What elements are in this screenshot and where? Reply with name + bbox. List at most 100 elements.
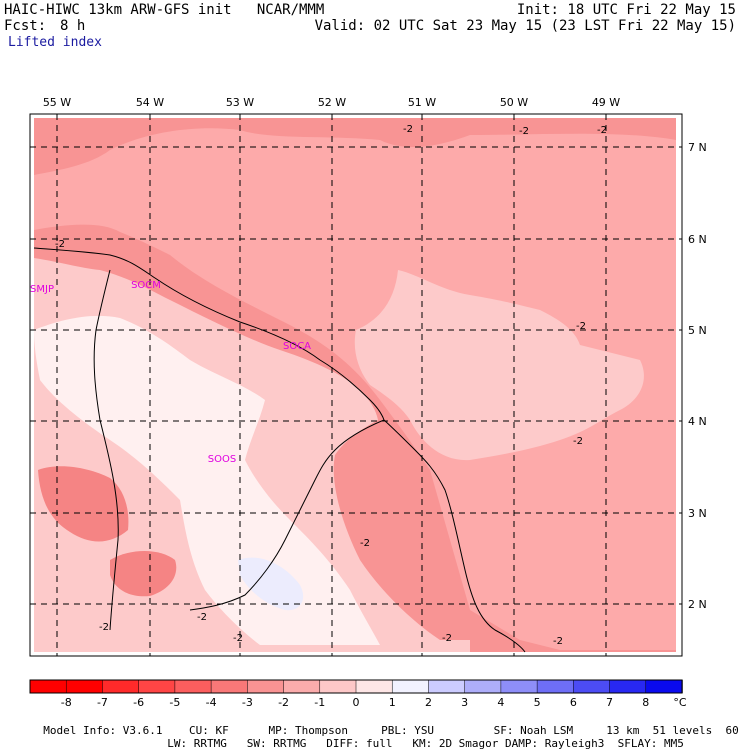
contour-label: -2	[360, 538, 370, 549]
colorbar-tick-label: 2	[425, 696, 432, 709]
station-label: SOCM	[131, 280, 161, 291]
contour-label: -2	[553, 636, 563, 647]
colorbar-cell	[174, 679, 212, 694]
colorbar-cell	[573, 679, 611, 694]
lat-label: 5 N	[688, 324, 707, 337]
model-info-item: 13 km	[606, 724, 640, 737]
contour-label: -2	[197, 612, 207, 623]
lat-label: 4 N	[688, 415, 707, 428]
colorbar-unit: °C	[673, 696, 687, 709]
model-info-item: Model Info: V3.6.1	[43, 724, 163, 737]
colorbar: -8 -7 -6 -5 -4 -3 -2 -1 0 1 2 3 4 5 6 7 8 °C	[0, 676, 740, 712]
colorbar-cell	[428, 679, 466, 694]
colorbar-tick-label: -7	[97, 696, 108, 709]
model-info-item: PBL: YSU	[381, 724, 435, 737]
colorbar-tick-label: 1	[389, 696, 396, 709]
colorbar-cell	[319, 679, 357, 694]
colorbar-tick-label: 5	[534, 696, 541, 709]
contour-labels: -2 -2 -2 -2 -2 -2 -2 -2 -2 -2 -2 -2	[55, 124, 607, 647]
contour-label: -2	[233, 633, 243, 644]
contour-label: -2	[597, 125, 607, 136]
colorbar-cell	[247, 679, 285, 694]
lon-label: 52 W	[318, 96, 346, 109]
lat-label: 7 N	[688, 141, 707, 154]
lat-label: 3 N	[688, 507, 707, 520]
model-info-item: DAMP: Rayleigh3	[505, 737, 605, 750]
contour-label: -2	[55, 239, 65, 250]
contour-label: -2	[442, 633, 452, 644]
model-info-item: 51 levels	[652, 724, 713, 737]
model-info-line2: LW: RRTMG SW: RRTMG DIFF: full KM: 2D Sm…	[154, 724, 684, 750]
lon-label: 49 W	[592, 96, 620, 109]
lon-label: 50 W	[500, 96, 528, 109]
lat-lon-grid	[30, 114, 682, 656]
contour-label: -2	[576, 321, 586, 332]
colorbar-cell	[65, 679, 104, 694]
model-info-item: DIFF: full	[326, 737, 393, 750]
chart-title: HAIC-HIWC 13km ARW-GFS init NCAR/MMM	[4, 2, 325, 18]
station-label: SOOS	[208, 454, 236, 465]
contour-label: -2	[519, 126, 529, 137]
colorbar-tick-label: 8	[642, 696, 649, 709]
colorbar-frame	[29, 679, 683, 694]
colorbar-tick-label: -2	[278, 696, 289, 709]
model-info-item: CU: KF	[188, 724, 229, 737]
stations: SMJP SOCM SOCA SOOS	[30, 280, 311, 465]
colorbar-tick-label: 7	[606, 696, 613, 709]
lon-label: 53 W	[226, 96, 254, 109]
model-info-item: 60 sec	[725, 724, 739, 737]
lifted-index-map: 55 W 54 W 53 W 52 W 51 W 50 W 49 W 7 N 6…	[29, 96, 707, 657]
map-canvas: 55 W 54 W 53 W 52 W 51 W 50 W 49 W 7 N 6…	[29, 96, 707, 657]
station-label: SMJP	[30, 284, 54, 295]
lon-label: 51 W	[408, 96, 436, 109]
field-level-minus4	[110, 551, 177, 597]
forecast-hour: 8 h	[60, 18, 86, 34]
colorbar-tick-label: -5	[169, 696, 180, 709]
map-frame	[29, 113, 683, 657]
colorbar-tick-label: 3	[461, 696, 468, 709]
colorbar-tick-label: -1	[314, 696, 325, 709]
colorbar-cell	[536, 679, 575, 694]
lon-label: 55 W	[43, 96, 71, 109]
model-info-item: SF: Noah LSM	[493, 724, 574, 737]
colorbar-tick-label: -3	[242, 696, 253, 709]
contour-label: -2	[99, 622, 109, 633]
colorbar-cell	[355, 679, 393, 694]
colorbar-canvas: -8 -7 -6 -5 -4 -3 -2 -1 0 1 2 3 4 5 6 7 8 °C	[29, 679, 687, 709]
colorbar-tick-label: 0	[353, 696, 360, 709]
contour-label: -2	[403, 124, 413, 135]
model-info-line1: Model Info: V3.6.1 CU: KF MP: Thompson P…	[30, 711, 740, 737]
lat-label: 2 N	[688, 598, 707, 611]
model-info-item: KM: 2D Smagor	[412, 737, 499, 750]
colorbar-tick-label: -8	[61, 696, 72, 709]
colorbar-cell	[645, 679, 683, 694]
field-level-minus2	[354, 270, 644, 461]
colorbar-cell	[391, 679, 430, 694]
colorbar-cell	[283, 679, 321, 694]
station-label: SOCA	[283, 341, 311, 352]
lat-labels: 7 N 6 N 5 N 4 N 3 N 2 N	[688, 141, 707, 611]
model-info-item: LW: RRTMG	[167, 737, 227, 750]
model-info-item: SFLAY: MM5	[617, 737, 684, 750]
model-info-item: SW: RRTMG	[246, 737, 307, 750]
field-name: Lifted index	[8, 35, 102, 50]
colorbar-cell	[464, 679, 502, 694]
forecast-label: Fcst:	[4, 18, 47, 34]
contour-label: -2	[573, 436, 583, 447]
init-time: Init: 18 UTC Fri 22 May 15	[516, 2, 736, 18]
colorbar-cell	[210, 679, 249, 694]
field-level-zero	[238, 557, 304, 611]
field-level-minus1	[34, 315, 380, 645]
valid-time: Valid: 02 UTC Sat 23 May 15 (23 LST Fri …	[314, 18, 736, 34]
field-level-minus3	[34, 118, 676, 175]
colorbar-cell	[609, 679, 647, 694]
colorbar-cell	[102, 679, 140, 694]
colorbar-tick-label: 4	[497, 696, 504, 709]
colorbar-cell	[500, 679, 538, 694]
lon-label: 54 W	[136, 96, 164, 109]
colorbar-tick-label: 6	[570, 696, 577, 709]
lon-labels: 55 W 54 W 53 W 52 W 51 W 50 W 49 W	[43, 96, 620, 109]
colorbar-cell	[30, 680, 67, 693]
colorbar-tick-label: -4	[206, 696, 217, 709]
colorbar-tick-label: -6	[133, 696, 144, 709]
